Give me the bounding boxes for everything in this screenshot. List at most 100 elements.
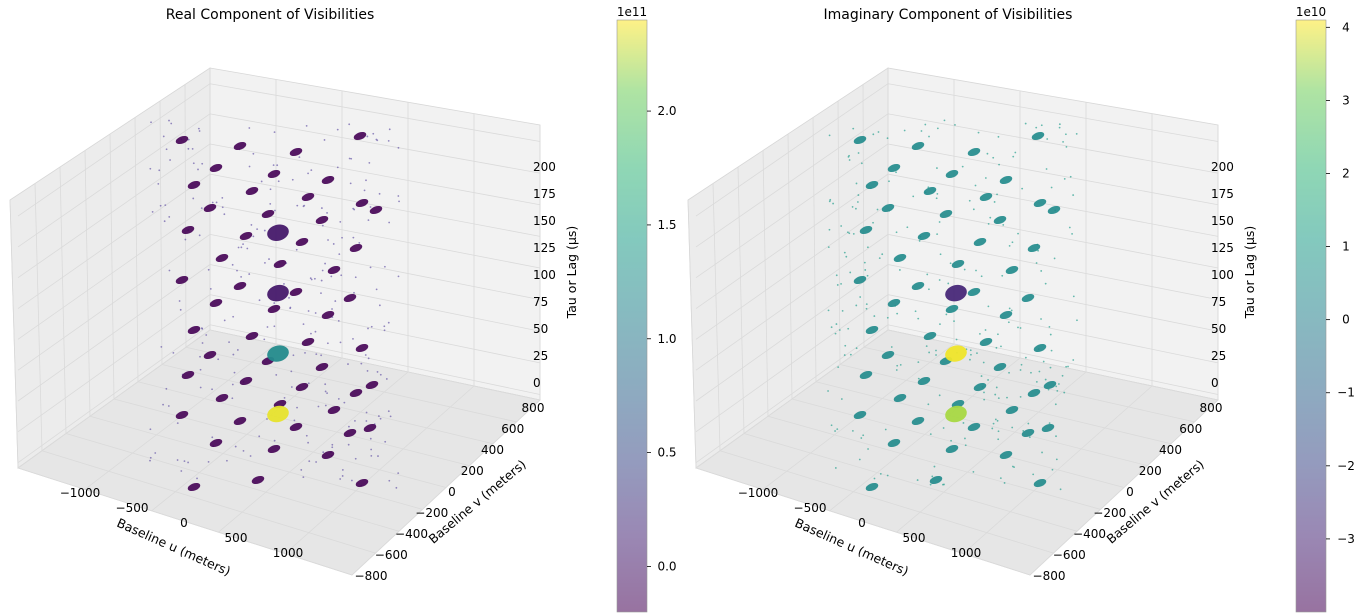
scatter-dot bbox=[323, 139, 326, 141]
z-tick-label: 175 bbox=[1211, 187, 1234, 201]
scatter-dot bbox=[1059, 488, 1062, 491]
scatter-dot bbox=[872, 133, 875, 136]
scatter-dot bbox=[962, 422, 965, 424]
scatter-dot bbox=[199, 386, 202, 389]
scatter-dot bbox=[378, 304, 381, 307]
scatter-dot bbox=[201, 342, 204, 344]
z-axis-label: Tau or Lag (μs) bbox=[564, 226, 579, 320]
scatter-dot bbox=[180, 470, 183, 472]
visibility-blob bbox=[343, 428, 357, 438]
scatter-dot bbox=[290, 386, 293, 388]
scatter-dot bbox=[1030, 371, 1032, 374]
scatter-dot bbox=[828, 228, 831, 231]
scatter-dot bbox=[273, 302, 276, 304]
scatter-dot bbox=[326, 392, 328, 394]
scatter-dot bbox=[1032, 473, 1035, 476]
data-point bbox=[267, 405, 289, 423]
left-gridline bbox=[787, 133, 793, 400]
imaginary-component-panel: Imaginary Component of Visibilities−1000… bbox=[687, 5, 1355, 613]
scatter-dot bbox=[828, 134, 831, 137]
z-tick-label: 25 bbox=[533, 349, 548, 363]
scatter-dot bbox=[367, 357, 370, 360]
scatter-dot bbox=[231, 383, 234, 386]
visibility-blob bbox=[865, 482, 879, 492]
scatter-dot bbox=[321, 269, 324, 272]
visibility-blob bbox=[1033, 198, 1047, 208]
scatter-dot bbox=[383, 265, 386, 268]
scatter-dot bbox=[986, 152, 989, 155]
floor-gridline bbox=[41, 450, 376, 554]
scatter-dot bbox=[320, 207, 323, 209]
scatter-dot bbox=[865, 303, 868, 306]
scatter-dot bbox=[273, 439, 276, 442]
left-gridline bbox=[712, 183, 721, 451]
scatter-dot bbox=[860, 162, 863, 165]
scatter-dot bbox=[309, 277, 312, 280]
scatter-dot bbox=[387, 321, 390, 324]
scatter-dot bbox=[364, 354, 367, 356]
scatter-dot bbox=[179, 308, 182, 311]
z-tick-label: 150 bbox=[533, 214, 556, 228]
scatter-dot bbox=[939, 323, 941, 325]
visibility-blob bbox=[887, 163, 901, 173]
scatter-dot bbox=[339, 341, 342, 344]
visibility-blob bbox=[1033, 478, 1047, 488]
scatter-dot bbox=[1000, 345, 1002, 348]
scatter-dot bbox=[347, 443, 350, 446]
scatter-dot bbox=[292, 354, 295, 357]
scatter-dot bbox=[830, 424, 833, 427]
visibility-blob bbox=[973, 237, 987, 247]
scatter-dot bbox=[326, 212, 328, 214]
z-gridline bbox=[17, 203, 211, 340]
visibility-blob bbox=[1027, 243, 1041, 253]
scatter-dot bbox=[836, 428, 839, 431]
scatter-dot bbox=[935, 349, 937, 352]
scatter-dot bbox=[375, 288, 378, 291]
visibility-blob bbox=[289, 422, 303, 432]
scatter-dot bbox=[298, 156, 301, 158]
scatter-dot bbox=[877, 131, 880, 133]
visibility-blob bbox=[893, 253, 907, 263]
z-tick-label: 150 bbox=[1211, 214, 1234, 228]
x-tick-label: −500 bbox=[116, 501, 149, 515]
scatter-dot bbox=[1062, 140, 1064, 143]
scatter-dot bbox=[933, 465, 936, 468]
z-gridline bbox=[17, 113, 211, 248]
scatter-dot bbox=[1056, 389, 1059, 392]
scatter-dot bbox=[993, 201, 996, 203]
scatter-dot bbox=[290, 370, 293, 373]
scatter-dot bbox=[336, 128, 339, 131]
visibility-blob bbox=[273, 399, 287, 409]
scatter-dot bbox=[351, 479, 353, 482]
scatter-dot bbox=[1050, 349, 1053, 352]
z-gridline bbox=[17, 143, 211, 279]
z-tick-label: 125 bbox=[1211, 241, 1234, 255]
scatter-dot bbox=[1021, 187, 1024, 190]
floor-gridline bbox=[719, 450, 1054, 554]
scatter-dot bbox=[387, 410, 390, 413]
scatter-dot bbox=[376, 371, 379, 373]
x-tick-label: 0 bbox=[858, 516, 866, 530]
visibility-blob bbox=[999, 310, 1013, 320]
y-tick-label: 400 bbox=[481, 443, 504, 457]
visibility-blob bbox=[923, 186, 937, 196]
x-tick-label: 1000 bbox=[273, 546, 304, 560]
scatter-dot bbox=[857, 152, 860, 154]
scatter-dot bbox=[317, 405, 320, 408]
scatter-dot bbox=[200, 207, 203, 210]
visibility-blob bbox=[1021, 428, 1035, 438]
visibility-blob bbox=[951, 399, 965, 409]
scatter-dot bbox=[302, 476, 305, 479]
scatter-dot bbox=[170, 122, 173, 125]
scatter-dot bbox=[866, 246, 869, 249]
scatter-dot bbox=[384, 440, 387, 443]
visibility-blob bbox=[175, 275, 189, 285]
z-gridline bbox=[209, 233, 541, 301]
scatter-dot bbox=[843, 251, 846, 254]
visibility-blob bbox=[967, 287, 981, 297]
scatter-dot bbox=[970, 353, 972, 356]
z-tick-label: 0 bbox=[533, 376, 541, 390]
scatter-dot bbox=[1017, 326, 1019, 329]
scatter-dot bbox=[997, 397, 1000, 400]
scatter-dot bbox=[151, 210, 154, 213]
